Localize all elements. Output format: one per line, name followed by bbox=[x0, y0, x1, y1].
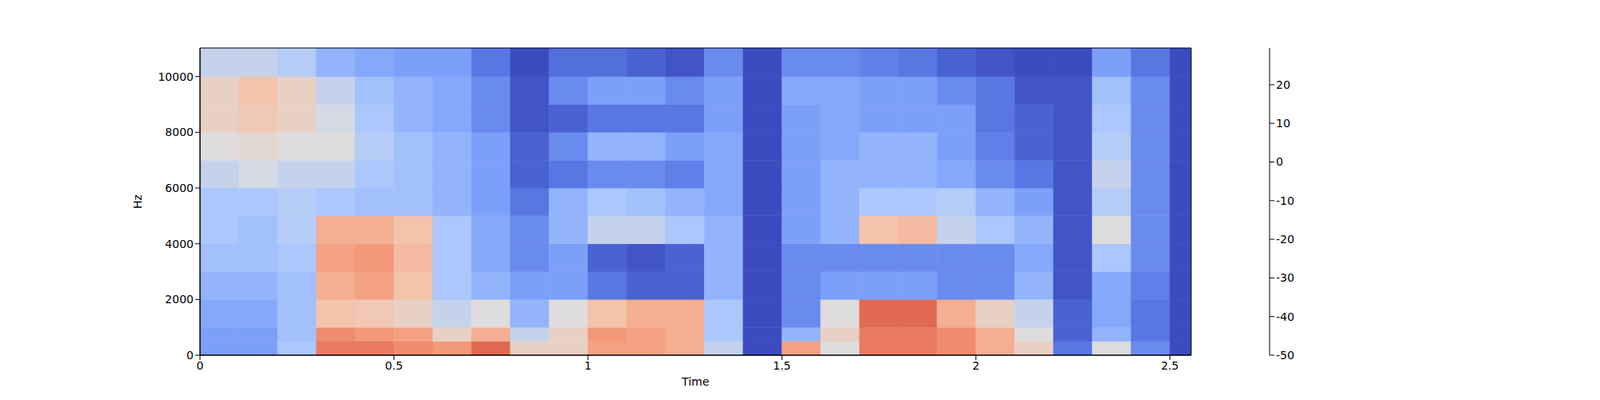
svg-text:0.5: 0.5 bbox=[384, 359, 403, 372]
svg-text:1: 1 bbox=[584, 359, 592, 372]
svg-text:6000: 6000 bbox=[164, 181, 194, 195]
svg-text:1.5: 1.5 bbox=[772, 359, 791, 372]
svg-text:-10: -10 bbox=[1276, 194, 1295, 208]
svg-text:10000: 10000 bbox=[157, 70, 194, 84]
svg-text:0: 0 bbox=[196, 359, 204, 372]
svg-text:0: 0 bbox=[1276, 155, 1284, 168]
svg-text:10: 10 bbox=[1276, 116, 1291, 130]
svg-text:-20: -20 bbox=[1276, 232, 1295, 246]
svg-text:-30: -30 bbox=[1276, 271, 1295, 284]
svg-text:4000: 4000 bbox=[164, 237, 194, 251]
svg-text:20: 20 bbox=[1276, 78, 1291, 92]
html-text:Hz: Hz bbox=[131, 194, 144, 209]
html-text:Time: Time bbox=[681, 375, 710, 388]
svg-text:2000: 2000 bbox=[164, 292, 194, 306]
svg-text:8000: 8000 bbox=[164, 125, 194, 139]
svg-text:2: 2 bbox=[972, 359, 980, 372]
svg-text:-50: -50 bbox=[1276, 348, 1295, 362]
svg-text:2.5: 2.5 bbox=[1160, 359, 1179, 372]
svg-text:-40: -40 bbox=[1276, 310, 1295, 324]
svg-text:0: 0 bbox=[186, 348, 194, 362]
